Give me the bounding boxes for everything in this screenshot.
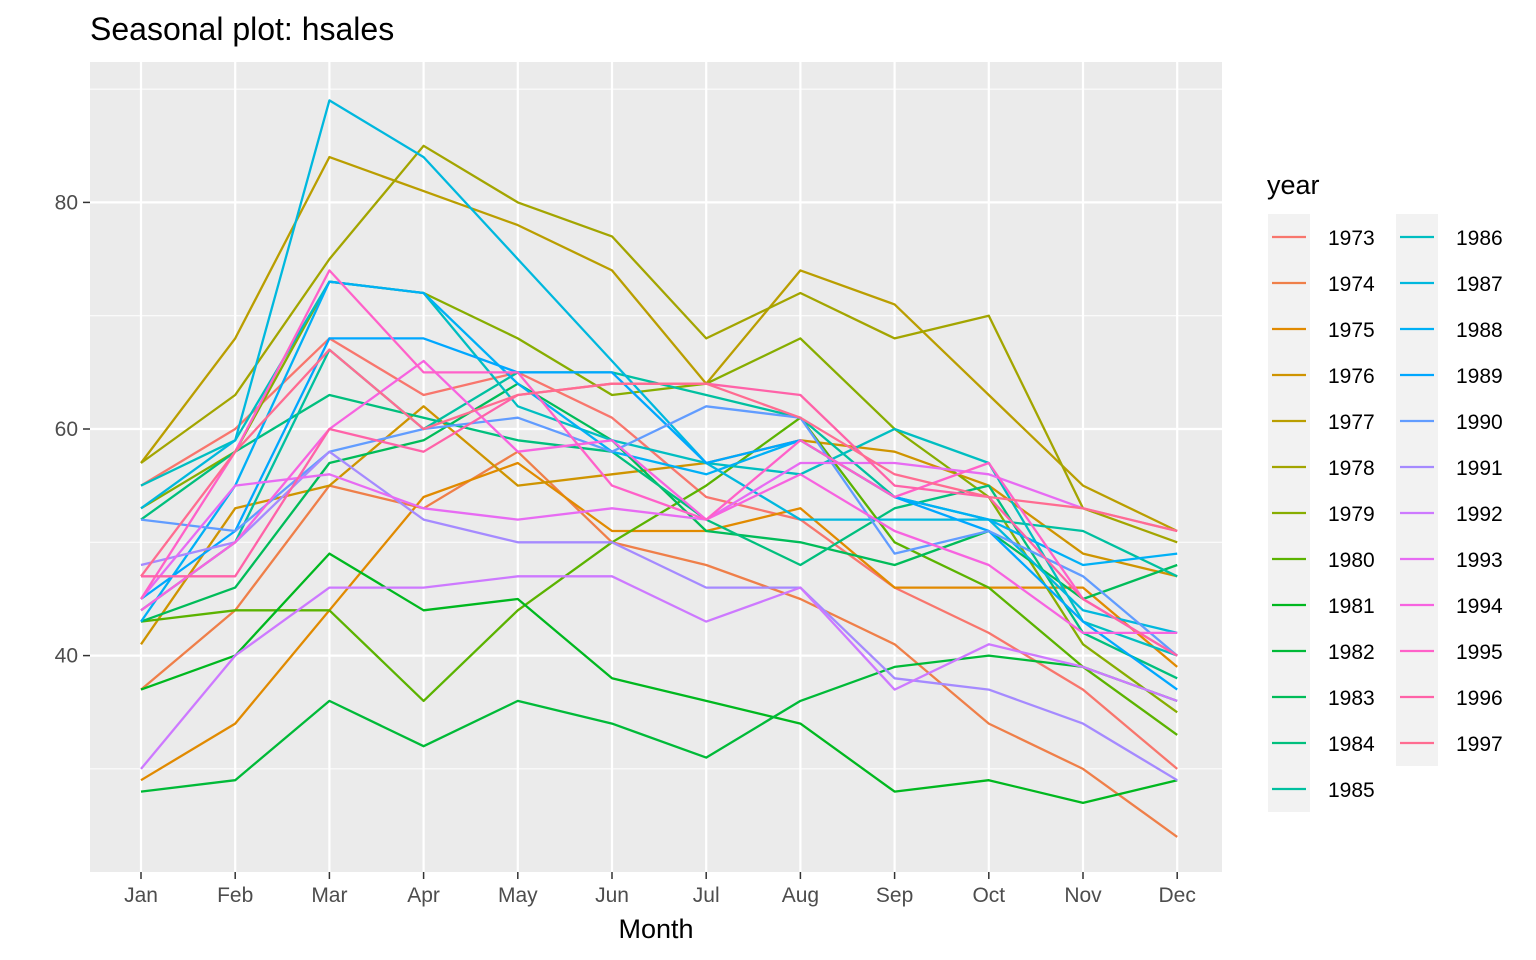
x-tick-label: Jul (693, 884, 720, 907)
legend-label: 1974 (1328, 273, 1375, 296)
legend-title: year (1267, 170, 1320, 200)
legend-label: 1980 (1328, 549, 1375, 572)
y-tick-label: 60 (55, 418, 78, 441)
y-tick-label: 40 (55, 645, 78, 668)
legend-label: 1982 (1328, 641, 1375, 664)
legend-label: 1996 (1456, 687, 1503, 710)
legend-label: 1977 (1328, 411, 1375, 434)
x-axis-title: Month (618, 914, 693, 944)
x-tick-label: May (498, 884, 538, 907)
legend-label: 1983 (1328, 687, 1375, 710)
x-tick-label: Dec (1159, 884, 1196, 907)
series-line-1976 (140, 405, 1178, 645)
series-line-1994 (140, 359, 1178, 635)
legend-label: 1979 (1328, 503, 1375, 526)
legend-label: 1981 (1328, 595, 1375, 618)
legend-label: 1986 (1456, 227, 1503, 250)
legend: 1973 1974 1975 1976 1977 1978 1979 1980 1981 1982… (1268, 214, 1503, 812)
legend-label: 1988 (1456, 319, 1503, 342)
series-line-1987 (140, 99, 1178, 635)
series-layer (140, 99, 1178, 838)
series-line-1989 (140, 337, 1178, 691)
legend-label: 1984 (1328, 733, 1375, 756)
legend-label: 1994 (1456, 595, 1503, 618)
legend-label: 1995 (1456, 641, 1503, 664)
x-tick-label: Jun (595, 884, 629, 907)
x-tick-label: Nov (1064, 884, 1102, 907)
series-line-1982 (140, 654, 1178, 793)
series-line-1978 (140, 144, 1178, 544)
legend-label: 1987 (1456, 273, 1503, 296)
legend-label: 1978 (1328, 457, 1375, 480)
series-line-1974 (140, 450, 1178, 838)
series-line-1975 (140, 461, 1178, 782)
plot-panel (90, 62, 1222, 872)
y-tick-label: 80 (55, 191, 78, 214)
series-line-1990 (140, 405, 1178, 657)
legend-label: 1992 (1456, 503, 1503, 526)
series-line-1988 (140, 280, 1178, 623)
x-tick-label: Sep (876, 884, 913, 907)
grid-layer (90, 62, 1222, 872)
legend-label: 1973 (1328, 227, 1375, 250)
series-line-1986 (140, 280, 1178, 657)
x-tick-label: Apr (407, 884, 440, 907)
axis-layer: 40 60 80 Jan Feb Mar Apr May Jun Jul Aug Sep Oct Nov D… (55, 191, 1196, 907)
series-line-1993 (140, 461, 1178, 600)
series-line-1992 (140, 575, 1178, 770)
x-tick-label: Feb (217, 884, 253, 907)
series-line-1984 (140, 393, 1178, 680)
x-tick-label: Aug (782, 884, 819, 907)
legend-label: 1990 (1456, 411, 1503, 434)
series-line-1995 (140, 269, 1178, 657)
series-line-1981 (140, 552, 1178, 805)
legend-label: 1989 (1456, 365, 1503, 388)
chart-title: Seasonal plot: hsales (90, 11, 394, 47)
series-line-1997 (140, 348, 1178, 577)
series-line-1973 (140, 337, 1178, 770)
legend-label: 1997 (1456, 733, 1503, 756)
x-tick-label: Oct (972, 884, 1005, 907)
x-tick-label: Jan (124, 884, 158, 907)
legend-label: 1985 (1328, 779, 1375, 802)
legend-label: 1993 (1456, 549, 1503, 572)
legend-label: 1976 (1328, 365, 1375, 388)
series-line-1991 (140, 450, 1178, 782)
legend-label: 1991 (1456, 457, 1503, 480)
x-tick-label: Mar (311, 884, 347, 907)
legend-label: 1975 (1328, 319, 1375, 342)
series-line-1977 (140, 155, 1178, 533)
